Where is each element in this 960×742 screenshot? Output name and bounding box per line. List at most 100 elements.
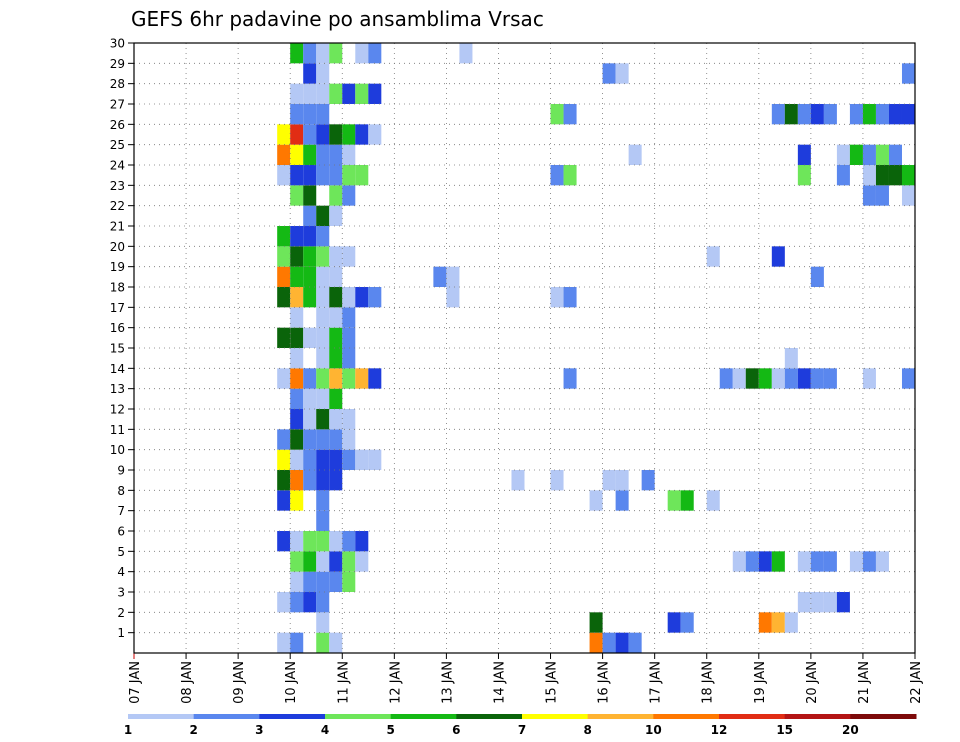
heatmap-cell bbox=[589, 490, 603, 511]
heatmap-cell bbox=[316, 592, 330, 613]
y-tick-label: 29 bbox=[110, 57, 125, 71]
heatmap-cell bbox=[342, 144, 356, 165]
heatmap-cell bbox=[368, 124, 382, 145]
y-tick-label: 17 bbox=[110, 301, 125, 315]
heatmap-cell bbox=[329, 388, 343, 409]
heatmap-cell bbox=[290, 571, 304, 592]
heatmap-cell bbox=[329, 287, 343, 308]
heatmap-cell bbox=[355, 287, 369, 308]
heatmap-cell bbox=[368, 83, 382, 104]
heatmap-cell bbox=[849, 144, 863, 165]
heatmap-cell bbox=[563, 165, 577, 186]
heatmap-cell bbox=[355, 83, 369, 104]
heatmap-cell bbox=[758, 612, 772, 633]
heatmap-cell bbox=[316, 226, 330, 247]
heatmap-cell bbox=[290, 409, 304, 430]
heatmap-cell bbox=[290, 449, 304, 470]
heatmap-cell bbox=[290, 246, 304, 267]
heatmap-cell bbox=[342, 185, 356, 206]
heatmap-cell bbox=[836, 165, 850, 186]
heatmap-cell bbox=[316, 571, 330, 592]
heatmap-cell bbox=[342, 429, 356, 450]
heatmap-cell bbox=[342, 124, 356, 145]
heatmap-cell bbox=[277, 287, 291, 308]
heatmap-cell bbox=[810, 551, 824, 572]
colorbar: 1 2 3 4 5 6 7 8 10 12 15 20 bbox=[124, 714, 917, 737]
heatmap-cell bbox=[823, 551, 837, 572]
heatmap-cell bbox=[784, 612, 798, 633]
heatmap-cell bbox=[290, 144, 304, 165]
heatmap-cell bbox=[329, 165, 343, 186]
heatmap-cell bbox=[823, 368, 837, 389]
heatmap-cell bbox=[316, 307, 330, 328]
heatmap-cell bbox=[303, 368, 317, 389]
heatmap-cell bbox=[277, 490, 291, 511]
heatmap-cell bbox=[303, 185, 317, 206]
heatmap-cell bbox=[290, 83, 304, 104]
heatmap-cell bbox=[303, 449, 317, 470]
x-tick-label: 14 JAN bbox=[492, 661, 507, 704]
heatmap-cell bbox=[368, 287, 382, 308]
heatmap-cell bbox=[836, 144, 850, 165]
heatmap-cell bbox=[290, 632, 304, 653]
x-tick-label: 13 JAN bbox=[440, 661, 455, 704]
heatmap-cell bbox=[342, 368, 356, 389]
heatmap-cell bbox=[303, 205, 317, 226]
heatmap-cell bbox=[316, 327, 330, 348]
heatmap-cell bbox=[303, 124, 317, 145]
colorbar-label: 3 bbox=[255, 723, 263, 737]
heatmap-cell bbox=[329, 246, 343, 267]
heatmap-cell bbox=[329, 632, 343, 653]
heatmap-cell bbox=[355, 368, 369, 389]
colorbar-label: 4 bbox=[321, 723, 329, 737]
heatmap-cell bbox=[719, 368, 733, 389]
heatmap-cell bbox=[433, 266, 447, 287]
heatmap-cell bbox=[862, 104, 876, 125]
y-tick-label: 20 bbox=[110, 240, 125, 254]
colorbar-label: 6 bbox=[452, 723, 460, 737]
heatmap-cell bbox=[329, 409, 343, 430]
heatmap-cell bbox=[602, 470, 616, 491]
heatmap-cell bbox=[303, 592, 317, 613]
heatmap-cell bbox=[641, 470, 655, 491]
heatmap-cell bbox=[758, 368, 772, 389]
colorbar-swatch bbox=[325, 714, 392, 719]
heatmap-cell bbox=[342, 551, 356, 572]
heatmap-cell bbox=[459, 43, 473, 64]
heatmap-cell bbox=[290, 388, 304, 409]
heatmap-cell bbox=[355, 43, 369, 64]
heatmap-cell bbox=[355, 551, 369, 572]
heatmap-cell bbox=[602, 63, 616, 84]
heatmap-cell bbox=[277, 429, 291, 450]
heatmap-cell bbox=[680, 490, 694, 511]
heatmap-cell bbox=[290, 266, 304, 287]
heatmap-cell bbox=[446, 266, 460, 287]
heatmap-cell bbox=[316, 449, 330, 470]
heatmap-cell bbox=[329, 571, 343, 592]
heatmap-cell bbox=[342, 327, 356, 348]
heatmap-cell bbox=[316, 368, 330, 389]
heatmap-cell bbox=[875, 104, 889, 125]
colorbar-swatch bbox=[719, 714, 786, 719]
x-tick-label: 07 JAN bbox=[128, 661, 143, 704]
colorbar-swatch bbox=[390, 714, 457, 719]
heatmap-cell bbox=[316, 104, 330, 125]
heatmap-cell bbox=[589, 632, 603, 653]
colorbar-label: 5 bbox=[386, 723, 394, 737]
heatmap-cell bbox=[368, 43, 382, 64]
heatmap-cell bbox=[303, 246, 317, 267]
heatmap-cell bbox=[797, 551, 811, 572]
heatmap-cell bbox=[849, 104, 863, 125]
y-tick-label: 6 bbox=[117, 525, 125, 539]
heatmap-cell bbox=[316, 388, 330, 409]
heatmap-cell bbox=[290, 185, 304, 206]
heatmap-cell bbox=[797, 144, 811, 165]
heatmap-cell bbox=[303, 165, 317, 186]
heatmap-cell bbox=[862, 185, 876, 206]
heatmap-cell bbox=[875, 144, 889, 165]
heatmap-cell bbox=[797, 165, 811, 186]
colorbar-swatch bbox=[653, 714, 720, 719]
heatmap-cell bbox=[901, 368, 915, 389]
y-tick-label: 24 bbox=[110, 159, 125, 173]
heatmap-cell bbox=[290, 327, 304, 348]
